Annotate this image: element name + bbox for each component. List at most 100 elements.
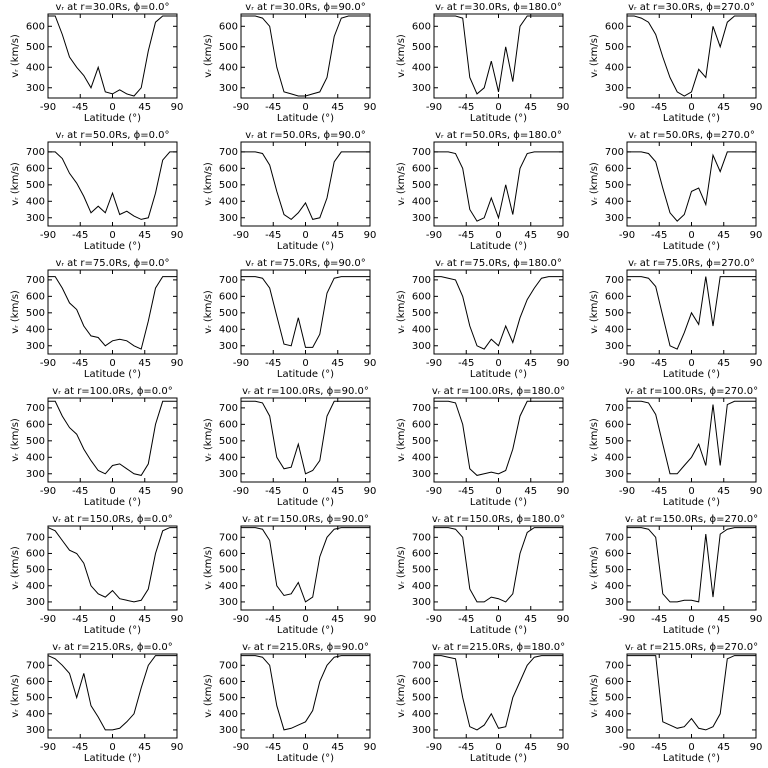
x-tick-label: 0 [495, 486, 501, 497]
y-tick-label: 700 [412, 532, 431, 543]
x-tick-label: -90 [40, 742, 56, 753]
x-tick-label: -45 [265, 614, 281, 625]
x-axis-label: Latitude (°) [84, 113, 141, 124]
y-axis-label: vᵣ (km/s) [203, 418, 214, 462]
y-tick-label: 600 [412, 291, 431, 302]
y-tick-label: 300 [605, 597, 624, 608]
y-tick-label: 500 [219, 693, 238, 704]
plot-frame [47, 13, 178, 99]
y-tick-label: 700 [412, 660, 431, 671]
x-tick-label: 45 [138, 614, 151, 625]
y-axis-label: vᵣ (km/s) [589, 674, 600, 718]
y-axis-label: vᵣ (km/s) [589, 34, 600, 78]
chart-title: vᵣ at r=150.0Rs, ϕ=270.0° [625, 514, 758, 525]
plot-frame [626, 397, 757, 483]
y-tick-label: 600 [26, 548, 45, 559]
x-axis-label: Latitude (°) [84, 753, 141, 764]
data-line [434, 655, 563, 731]
x-tick-label: 0 [688, 486, 694, 497]
x-axis-label: Latitude (°) [470, 497, 527, 508]
x-tick-label: -45 [458, 486, 474, 497]
x-tick-label: -90 [233, 486, 249, 497]
x-tick-label: 90 [171, 358, 184, 369]
x-tick-label: 90 [750, 614, 763, 625]
y-tick-label: 600 [219, 291, 238, 302]
x-tick-label: 90 [171, 742, 184, 753]
x-tick-label: 90 [557, 230, 570, 241]
x-axis-label: Latitude (°) [277, 625, 334, 636]
chart-title: vᵣ at r=30.0Rs, ϕ=0.0° [55, 2, 169, 13]
y-tick-label: 400 [219, 452, 238, 463]
x-axis-label: Latitude (°) [470, 113, 527, 124]
y-axis-label: vᵣ (km/s) [10, 34, 21, 78]
x-tick-label: 0 [302, 614, 308, 625]
y-tick-label: 500 [26, 180, 45, 191]
x-tick-label: -90 [426, 102, 442, 113]
x-tick-label: -90 [619, 486, 635, 497]
data-line [48, 400, 177, 476]
chart-title: vᵣ at r=100.0Rs, ϕ=90.0° [242, 386, 369, 397]
x-tick-label: 45 [138, 230, 151, 241]
y-tick-label: 300 [412, 469, 431, 480]
y-axis-label: vᵣ (km/s) [589, 290, 600, 334]
x-axis-label: Latitude (°) [277, 113, 334, 124]
y-tick-label: 300 [26, 725, 45, 736]
y-tick-label: 600 [219, 676, 238, 687]
plot-frame [433, 269, 564, 355]
chart-title: vᵣ at r=150.0Rs, ϕ=90.0° [242, 514, 369, 525]
y-tick-label: 600 [412, 676, 431, 687]
chart-title: vᵣ at r=50.0Rs, ϕ=90.0° [245, 130, 365, 141]
y-tick-label: 400 [412, 324, 431, 335]
y-tick-label: 400 [219, 709, 238, 720]
y-axis-label: vᵣ (km/s) [589, 162, 600, 206]
x-tick-label: 0 [495, 358, 501, 369]
data-line [627, 527, 756, 603]
chart-title: vᵣ at r=75.0Rs, ϕ=270.0° [628, 258, 755, 269]
x-tick-label: 0 [302, 102, 308, 113]
y-tick-label: 400 [26, 581, 45, 592]
x-tick-label: -90 [426, 358, 442, 369]
y-tick-label: 600 [605, 291, 624, 302]
y-tick-label: 500 [605, 42, 624, 53]
y-tick-label: 300 [219, 83, 238, 94]
y-tick-label: 400 [26, 324, 45, 335]
y-tick-label: 300 [219, 341, 238, 352]
plot-frame [47, 397, 178, 483]
y-tick-label: 700 [605, 147, 624, 158]
y-tick-label: 500 [412, 693, 431, 704]
x-tick-label: -90 [233, 230, 249, 241]
x-tick-label: -45 [651, 358, 667, 369]
y-tick-label: 700 [219, 403, 238, 414]
y-tick-label: 600 [26, 291, 45, 302]
x-tick-label: 90 [750, 486, 763, 497]
y-tick-label: 300 [605, 725, 624, 736]
data-line [627, 655, 756, 731]
x-tick-label: 90 [750, 358, 763, 369]
x-tick-label: -45 [265, 230, 281, 241]
plot-frame [626, 525, 757, 611]
x-axis-label: Latitude (°) [470, 625, 527, 636]
y-tick-label: 500 [605, 436, 624, 447]
y-tick-label: 500 [26, 565, 45, 576]
plot-frame [626, 141, 757, 227]
plot-frame [626, 653, 757, 739]
x-tick-label: -45 [265, 102, 281, 113]
chart-title: vᵣ at r=215.0Rs, ϕ=0.0° [52, 642, 172, 653]
y-axis-label: vᵣ (km/s) [10, 674, 21, 718]
y-tick-label: 600 [26, 163, 45, 174]
x-tick-label: -45 [651, 102, 667, 113]
y-tick-label: 300 [412, 341, 431, 352]
y-tick-label: 600 [412, 419, 431, 430]
x-tick-label: 0 [302, 358, 308, 369]
y-tick-label: 300 [219, 725, 238, 736]
y-tick-label: 300 [412, 213, 431, 224]
x-tick-label: -45 [72, 102, 88, 113]
x-tick-label: -90 [619, 358, 635, 369]
plot-frame [433, 653, 564, 739]
x-tick-label: 90 [364, 614, 377, 625]
plot-frame [240, 13, 371, 99]
x-tick-label: 45 [524, 614, 537, 625]
x-tick-label: 90 [171, 102, 184, 113]
chart-title: vᵣ at r=100.0Rs, ϕ=180.0° [432, 386, 565, 397]
